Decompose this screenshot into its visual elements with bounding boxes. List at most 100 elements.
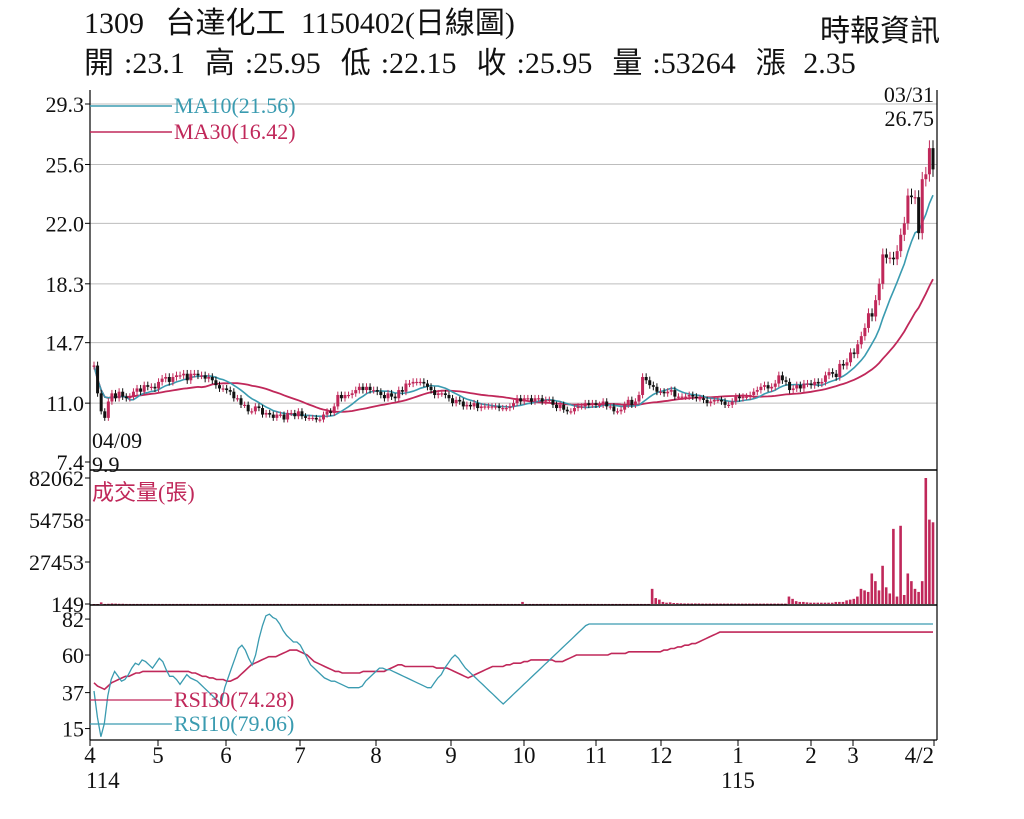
volume-bar (733, 603, 737, 605)
candle-body (167, 376, 171, 382)
rsi-tick-label: 15 (62, 717, 84, 742)
volume-bar (874, 581, 877, 604)
candle-body (590, 403, 594, 405)
candle-body (605, 401, 609, 407)
candle-body (580, 406, 584, 408)
candle-body (512, 403, 515, 407)
candle-body (160, 378, 164, 382)
candle-body (214, 380, 218, 386)
volume-bar (748, 603, 751, 605)
candle-body (275, 414, 279, 418)
volume-bar (895, 596, 899, 604)
year-label: 114 (86, 768, 120, 793)
candle-body (562, 404, 566, 410)
volume-bar (776, 603, 780, 605)
candle-body (927, 148, 931, 175)
candle-body (253, 406, 257, 412)
candle-body (845, 362, 849, 366)
volume-bar (719, 603, 722, 605)
high-annotation-value: 26.75 (885, 106, 935, 131)
candle-body (103, 411, 107, 418)
volume-bar (802, 601, 805, 604)
candle-body (813, 381, 817, 386)
volume-bar (726, 603, 730, 605)
stat-volume: 量:53264 (612, 47, 736, 80)
volume-bar (668, 602, 672, 604)
candle-body (770, 386, 774, 389)
candle-body (386, 393, 390, 399)
candle-body (716, 399, 720, 402)
candle-body (655, 386, 659, 392)
grid (90, 103, 937, 404)
volume-bar (910, 581, 913, 604)
candle-body (196, 373, 200, 376)
month-label: 6 (220, 743, 232, 768)
candle-body (339, 394, 343, 399)
stock-code: 1309 (84, 7, 144, 40)
candle-body (454, 399, 458, 404)
candle-body (479, 406, 483, 409)
price-panel (92, 140, 935, 423)
candle-body (486, 406, 490, 408)
candle-body (630, 399, 634, 405)
candle-body (296, 411, 300, 417)
candle-body (178, 375, 182, 377)
candle-body (300, 411, 304, 417)
candle-body (332, 406, 336, 413)
candle-body (225, 388, 229, 391)
candle-body (257, 406, 261, 409)
month-label: 2 (805, 743, 817, 768)
candle-body (741, 396, 745, 399)
candle-body (687, 394, 691, 397)
volume-bar (838, 601, 841, 604)
candle-body (508, 406, 512, 409)
price-tick-label: 29.3 (46, 92, 85, 117)
candle-body (390, 393, 394, 397)
candle-body (490, 406, 494, 408)
candle-body (809, 383, 813, 386)
candle-body (870, 313, 874, 317)
candle-body (404, 383, 408, 392)
candle-body (124, 396, 128, 399)
candle-body (866, 313, 870, 328)
volume-bar (866, 591, 870, 604)
candle-body (200, 375, 204, 377)
volume-bar (773, 603, 776, 605)
candle-body (576, 406, 580, 409)
candle-body (841, 363, 845, 366)
volume-bar (906, 573, 910, 604)
candle-body (393, 396, 397, 399)
candle-body (633, 401, 637, 405)
price-tick-label: 14.7 (46, 331, 85, 356)
candle-body (572, 408, 576, 412)
candle-body (271, 414, 275, 418)
volume-tick-label: 27453 (29, 550, 84, 575)
candle-body (684, 396, 688, 398)
chart-date: 1150402 (301, 7, 405, 40)
candle-body (745, 396, 749, 398)
candle-body (171, 376, 175, 382)
candle-body (418, 381, 422, 384)
candle-body (651, 385, 655, 387)
month-label: 7 (294, 743, 306, 768)
volume-bar (892, 528, 895, 604)
volume-bar (658, 599, 661, 604)
volume-bar (704, 603, 708, 605)
candle-body (139, 388, 143, 392)
price-tick-label: 25.6 (46, 152, 85, 177)
candle-body (540, 398, 544, 402)
candle-body (261, 408, 265, 415)
candle-body (289, 412, 293, 415)
volume-bar (697, 603, 701, 605)
candle-body (286, 412, 290, 420)
candle-body (619, 409, 623, 412)
stat-low: 低:22.15 (340, 47, 457, 80)
volume-bar (920, 581, 924, 604)
candle-body (92, 365, 96, 367)
candle-body (712, 399, 716, 402)
rsi-tick-label: 60 (62, 643, 84, 668)
candle-body (268, 412, 272, 415)
candle-body (501, 408, 505, 410)
candle-body (737, 396, 741, 399)
